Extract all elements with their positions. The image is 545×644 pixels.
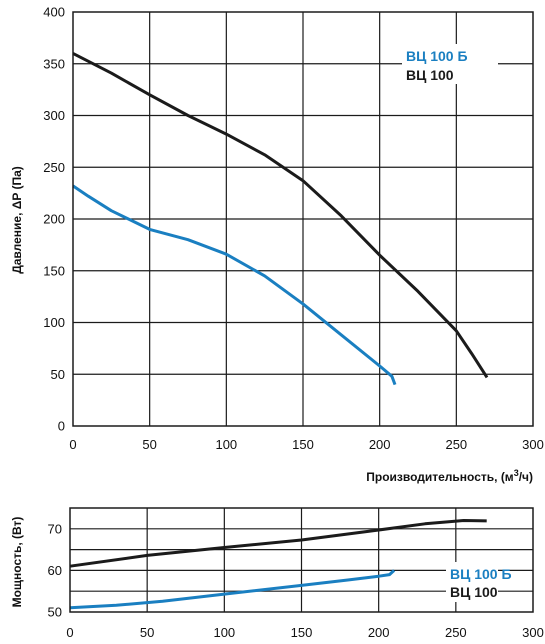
pressure-chart: 0 50 100 150 200 250 300 0 50 100 150 200 250 300 350 4… — [10, 5, 544, 485]
x-tick-label: 150 — [291, 625, 313, 640]
y-tick-label: 50 — [51, 367, 65, 382]
series-line-vc100 — [69, 519, 487, 568]
legend-label-vc100b: ВЦ 100 Б — [450, 566, 512, 582]
x-tick-label: 250 — [445, 625, 467, 640]
y-tick-label: 60 — [48, 563, 62, 578]
y-tick-label: 400 — [43, 5, 65, 20]
x-tick-label: 200 — [369, 437, 391, 452]
x-tick-label: 250 — [445, 437, 467, 452]
y-axis-label: Мощность, (Вт) — [10, 517, 24, 608]
x-tick-label: 300 — [522, 625, 544, 640]
legend-label-vc100: ВЦ 100 — [450, 584, 498, 600]
y-axis-label: Давление, ΔP (Па) — [10, 166, 24, 274]
legend-label-vc100: ВЦ 100 — [406, 67, 454, 83]
y-tick-label: 150 — [43, 263, 65, 278]
y-tick-label: 250 — [43, 160, 65, 175]
y-tick-label: 70 — [48, 521, 62, 536]
x-tick-label: 50 — [142, 437, 156, 452]
x-tick-label: 100 — [215, 437, 237, 452]
x-tick-label: 100 — [213, 625, 235, 640]
y-tick-label: 0 — [58, 419, 65, 434]
y-tick-label: 300 — [43, 108, 65, 123]
y-tick-label: 350 — [43, 56, 65, 71]
legend: ВЦ 100 Б ВЦ 100 — [446, 562, 512, 602]
y-tick-label: 100 — [43, 315, 65, 330]
series-line-vc100b — [69, 569, 396, 610]
x-tick-label: 300 — [522, 437, 544, 452]
legend-label-vc100b: ВЦ 100 Б — [406, 48, 468, 64]
x-tick-label: 150 — [292, 437, 314, 452]
y-tick-label: 50 — [48, 605, 62, 620]
x-tick-label: 50 — [140, 625, 154, 640]
x-tick-label: 200 — [368, 625, 390, 640]
x-tick-label: 0 — [69, 437, 76, 452]
legend: ВЦ 100 Б ВЦ 100 — [402, 44, 498, 84]
x-axis-label: Производительность, (м3/ч) — [366, 468, 533, 484]
series-line-vc100 — [72, 52, 489, 379]
x-tick-label: 0 — [66, 625, 73, 640]
y-tick-label: 200 — [43, 212, 65, 227]
series-line-vc100b — [72, 184, 397, 386]
